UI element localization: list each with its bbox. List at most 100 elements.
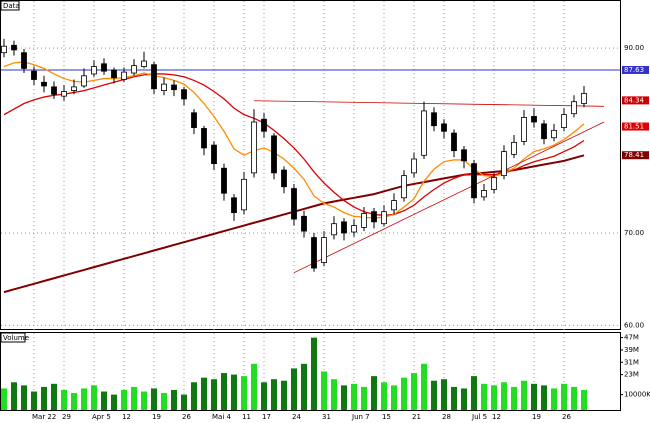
volume-bar xyxy=(461,388,467,410)
price-tag-label: 78.41 xyxy=(624,151,644,159)
x-tick-label: 26 xyxy=(562,413,571,421)
candle-body xyxy=(191,112,197,128)
candle-body xyxy=(181,89,187,100)
volume-bar xyxy=(581,389,587,410)
candle-body xyxy=(111,69,117,79)
candle-body xyxy=(131,65,137,74)
x-tick-label: 15 xyxy=(382,413,391,421)
candle-body xyxy=(481,190,487,198)
price-tag-label: 87.63 xyxy=(624,66,644,74)
x-tick-label: 24 xyxy=(292,413,301,421)
volume-tick-label: 47M xyxy=(624,334,639,342)
candle-body xyxy=(421,110,427,156)
moving-average xyxy=(3,73,585,217)
candle-body xyxy=(81,75,87,87)
volume-bar xyxy=(261,382,267,410)
candle-body xyxy=(201,128,207,149)
volume-tick-label: 39M xyxy=(624,346,639,354)
volume-bar xyxy=(271,379,277,410)
volume-bar xyxy=(431,380,437,410)
volume-bar xyxy=(491,385,497,410)
volume-bar xyxy=(311,337,317,410)
volume-bar xyxy=(471,376,477,410)
volume-bar xyxy=(561,383,567,410)
volume-bar xyxy=(301,363,307,410)
volume-bar xyxy=(81,388,87,410)
volume-bar xyxy=(411,373,417,410)
x-tick-label: 26 xyxy=(182,413,191,421)
candle-body xyxy=(151,64,157,90)
volume-bar xyxy=(381,382,387,410)
candle-body xyxy=(551,129,557,139)
volume-bar xyxy=(361,386,367,410)
price-tag-label: 84.34 xyxy=(624,96,645,104)
volume-label: Volume xyxy=(3,334,29,342)
x-tick-label: Apr 5 xyxy=(92,413,111,421)
candle-body xyxy=(431,112,437,127)
volume-bar xyxy=(201,377,207,410)
volume-tick-label: 10000K xyxy=(624,391,650,399)
x-tick-label: 29 xyxy=(62,413,71,421)
candle-body xyxy=(491,177,497,190)
volume-bar xyxy=(451,386,457,410)
candle-body xyxy=(371,211,377,223)
volume-label-box xyxy=(0,332,26,343)
candle-body xyxy=(261,118,267,132)
volume-bar xyxy=(71,393,77,410)
price-tag xyxy=(622,96,649,105)
candle-body xyxy=(161,83,167,91)
volume-bar xyxy=(291,368,297,410)
volume-bar xyxy=(91,385,97,410)
volume-bar xyxy=(281,380,287,410)
candle-body xyxy=(71,86,77,91)
x-tick-label: Jun 7 xyxy=(351,413,370,421)
candle-body xyxy=(11,44,17,51)
volume-bar xyxy=(501,382,507,410)
volume-bar xyxy=(151,388,157,410)
volume-bar xyxy=(401,377,407,410)
volume-bar xyxy=(571,386,577,410)
volume-bar xyxy=(181,394,187,410)
trendline xyxy=(253,100,605,107)
candle-body xyxy=(251,121,257,174)
x-tick-label: 21 xyxy=(412,413,421,421)
candle-body xyxy=(351,225,357,233)
x-tick-label: 11 xyxy=(242,413,251,421)
x-tick-label: 28 xyxy=(442,413,451,421)
volume-bar xyxy=(421,363,427,410)
volume-bar xyxy=(141,391,147,410)
volume-bar xyxy=(321,371,327,410)
chart-title: Data xyxy=(3,2,20,10)
candle-body xyxy=(341,221,347,234)
candle-body xyxy=(141,60,147,67)
candle-body xyxy=(381,211,387,225)
x-tick-label: 19 xyxy=(152,413,161,421)
x-tick-label: 12 xyxy=(492,413,501,421)
volume-bar xyxy=(341,385,347,410)
candle-body xyxy=(331,223,337,236)
volume-bar xyxy=(521,380,527,410)
candle-body xyxy=(221,167,227,194)
volume-bar xyxy=(531,383,537,410)
volume-bar xyxy=(391,385,397,410)
price-tag xyxy=(622,151,649,160)
candle-body xyxy=(281,169,287,188)
moving-average xyxy=(3,61,585,219)
volume-tick-label: 23M xyxy=(624,371,639,379)
candle-body xyxy=(1,45,7,54)
volume-bar xyxy=(351,383,357,410)
volume-bar xyxy=(441,379,447,410)
volume-bar xyxy=(131,386,137,410)
volume-bar xyxy=(171,389,177,410)
candle-body xyxy=(311,237,317,269)
candle-body xyxy=(241,178,247,211)
candle-body xyxy=(211,144,217,165)
x-tick-label: Mar 22 xyxy=(32,413,56,421)
volume-bar xyxy=(511,386,517,410)
candle-body xyxy=(31,70,37,80)
x-tick-label: 17 xyxy=(262,413,271,421)
candle-body xyxy=(501,151,507,177)
volume-bar xyxy=(191,382,197,410)
candle-body xyxy=(531,116,537,123)
